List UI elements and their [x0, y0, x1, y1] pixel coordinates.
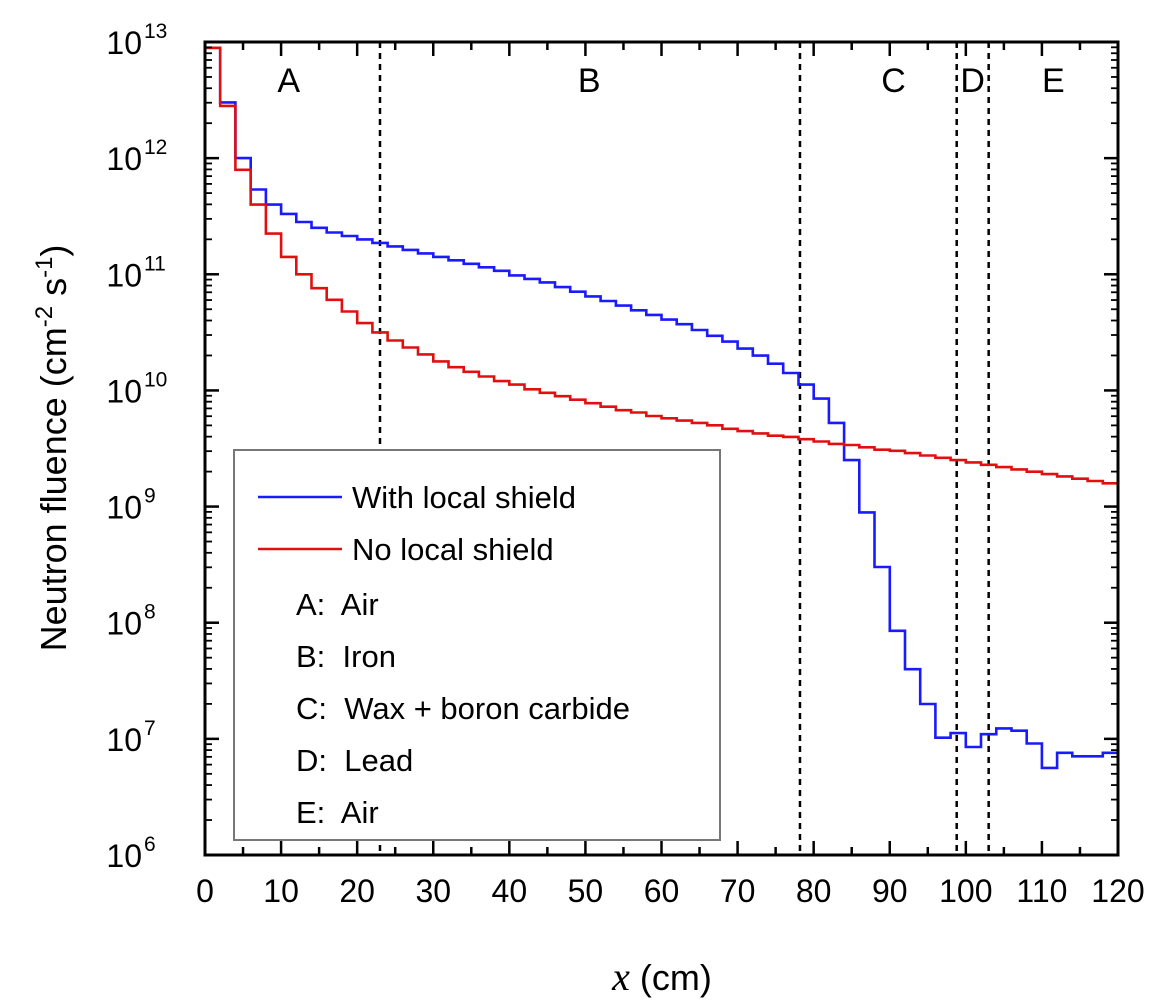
x-tick-label: 100 — [939, 873, 992, 909]
y-axis-label-mid: s — [33, 278, 74, 306]
region-label: A — [277, 62, 300, 100]
region-label: B — [578, 62, 601, 100]
x-tick-label: 30 — [415, 873, 451, 909]
x-tick-label: 50 — [568, 873, 604, 909]
x-tick-label: 80 — [796, 873, 832, 909]
x-tick-label: 40 — [492, 873, 528, 909]
y-tick-label-base: 10 — [106, 25, 142, 61]
x-tick-label: 60 — [644, 873, 680, 909]
region-label: E — [1042, 62, 1065, 100]
legend-note: C: Wax + boron carbide — [296, 691, 630, 726]
y-tick-label-exp: 9 — [144, 485, 156, 508]
series-line-no-shield — [205, 46, 1118, 485]
y-axis-label-main: Neutron fluence (cm — [33, 327, 74, 651]
y-tick-label-exp: 12 — [144, 136, 167, 159]
legend-note: E: Air — [296, 795, 379, 830]
region-labels: A B C D E — [277, 62, 1064, 100]
y-axis-label-exp2: -1 — [31, 257, 58, 278]
legend-note: D: Lead — [296, 743, 413, 778]
y-tick-label-exp: 8 — [144, 601, 156, 624]
legend-note: B: Iron — [296, 639, 396, 674]
series-line-with-shield — [205, 46, 1118, 770]
y-tick-label-exp: 10 — [144, 368, 167, 391]
series-layer — [205, 46, 1118, 770]
y-axis-label-end: ) — [33, 245, 74, 257]
legend-label: No local shield — [352, 532, 554, 567]
x-tick-label: 110 — [1016, 873, 1067, 909]
legend-label: With local shield — [352, 480, 576, 515]
y-tick-label-base: 10 — [106, 373, 142, 409]
x-tick-label: 120 — [1091, 873, 1144, 909]
y-tick-label-base: 10 — [106, 257, 142, 293]
axis-labels: x (cm) Neutron fluence (cm-2 s-1) — [31, 245, 712, 999]
legend-box — [233, 449, 721, 841]
y-tick-label-base: 10 — [106, 141, 142, 177]
y-tick-label-base: 10 — [106, 490, 142, 526]
y-tick-label-exp: 7 — [144, 717, 156, 740]
y-axis-label: Neutron fluence (cm-2 s-1) — [31, 245, 74, 652]
y-tick-label-exp: 11 — [144, 252, 166, 275]
y-tick-label-exp: 6 — [144, 833, 156, 856]
x-tick-label: 10 — [263, 873, 299, 909]
y-tick-label-exp: 13 — [144, 20, 167, 43]
x-axis-label-unit: (cm) — [630, 957, 712, 998]
x-axis-label-var: x — [611, 954, 630, 999]
legend: With local shield No local shield A: Air B:… — [233, 449, 721, 841]
legend-note: A: Air — [296, 587, 379, 622]
x-tick-label: 0 — [196, 873, 214, 909]
region-label: C — [881, 62, 906, 100]
y-tick-label-base: 10 — [106, 722, 142, 758]
x-tick-label: 90 — [872, 873, 908, 909]
x-axis-label: x (cm) — [611, 954, 712, 999]
x-tick-label: 20 — [339, 873, 375, 909]
y-tick-label-base: 10 — [106, 606, 142, 642]
y-tick-label-base: 10 — [106, 838, 142, 874]
y-axis-label-exp1: -2 — [31, 306, 58, 327]
region-label: D — [960, 62, 985, 100]
x-tick-label: 70 — [720, 873, 756, 909]
